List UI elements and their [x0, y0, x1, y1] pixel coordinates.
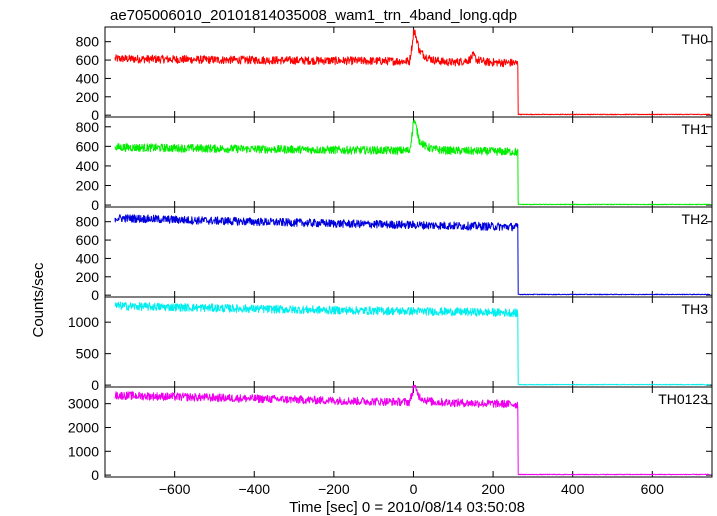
y-tick-label: 600: [76, 138, 100, 154]
y-tick-label: 600: [76, 232, 100, 248]
y-tick-label: 400: [76, 70, 100, 86]
panel-th0: 0 200 400 600 800 TH0: [76, 26, 713, 123]
y-tick-label: 1000: [68, 314, 99, 330]
y-tick-label: 200: [76, 177, 100, 193]
panel-label: TH0: [682, 31, 709, 47]
x-tick-label: 400: [561, 481, 585, 497]
x-tick-label: −400: [238, 481, 270, 497]
panel-label: TH1: [682, 121, 709, 137]
y-tick-label: 0: [91, 377, 99, 393]
y-tick-label: 2000: [68, 419, 99, 435]
x-tick-label: −600: [159, 481, 191, 497]
panel-label: TH0123: [658, 391, 708, 407]
x-axis: −600 −400 −200 0 200 400 600: [159, 481, 664, 497]
panel-frame: [104, 116, 713, 208]
panel-th3: 0 500 1000 TH3: [68, 296, 713, 393]
panel-th0123: 0 1000 2000 3000 TH0123: [68, 384, 713, 483]
y-tick-label: 800: [76, 34, 100, 50]
x-tick-label: 600: [641, 481, 665, 497]
y-tick-label: 400: [76, 250, 100, 266]
panel-label: TH3: [682, 301, 709, 317]
x-tick-label: 200: [481, 481, 505, 497]
y-tick-label: 0: [91, 197, 99, 213]
series-line-th0: [114, 28, 711, 116]
y-tick-label: 800: [76, 214, 100, 230]
y-tick-label: 0: [91, 287, 99, 303]
y-tick-label: 0: [91, 107, 99, 123]
x-axis-label: Time [sec] 0 = 2010/08/14 03:50:08: [289, 499, 525, 516]
x-tick-label: −200: [318, 481, 350, 497]
y-tick-label: 200: [76, 269, 100, 285]
chart-title: ae705006010_20101814035008_wam1_trn_4ban…: [110, 7, 517, 24]
panel-th2: 0 200 400 600 800 TH2: [76, 206, 713, 303]
series-line-th3: [114, 301, 711, 386]
x-tick-label: 0: [410, 481, 418, 497]
panels-group: 0 200 400 600 800 TH0 0 200 400 600 800 TH1 0 200 400 6…: [68, 26, 713, 483]
panel-frame: [104, 386, 713, 478]
panel-frame: [104, 26, 713, 118]
y-tick-label: 1000: [68, 443, 99, 459]
y-tick-label: 600: [76, 52, 100, 68]
series-line-th2: [114, 214, 711, 296]
panel-frame: [104, 296, 713, 388]
y-tick-label: 800: [76, 119, 100, 135]
y-axis-label: Counts/sec: [30, 262, 47, 338]
series-line-th0123: [114, 384, 711, 476]
panel-label: TH2: [682, 211, 709, 227]
y-tick-label: 400: [76, 158, 100, 174]
y-tick-label: 0: [91, 467, 99, 483]
panel-th1: 0 200 400 600 800 TH1: [76, 116, 713, 213]
series-line-th1: [114, 119, 711, 206]
y-tick-label: 200: [76, 89, 100, 105]
y-tick-label: 500: [76, 346, 100, 362]
y-tick-label: 3000: [68, 396, 99, 412]
